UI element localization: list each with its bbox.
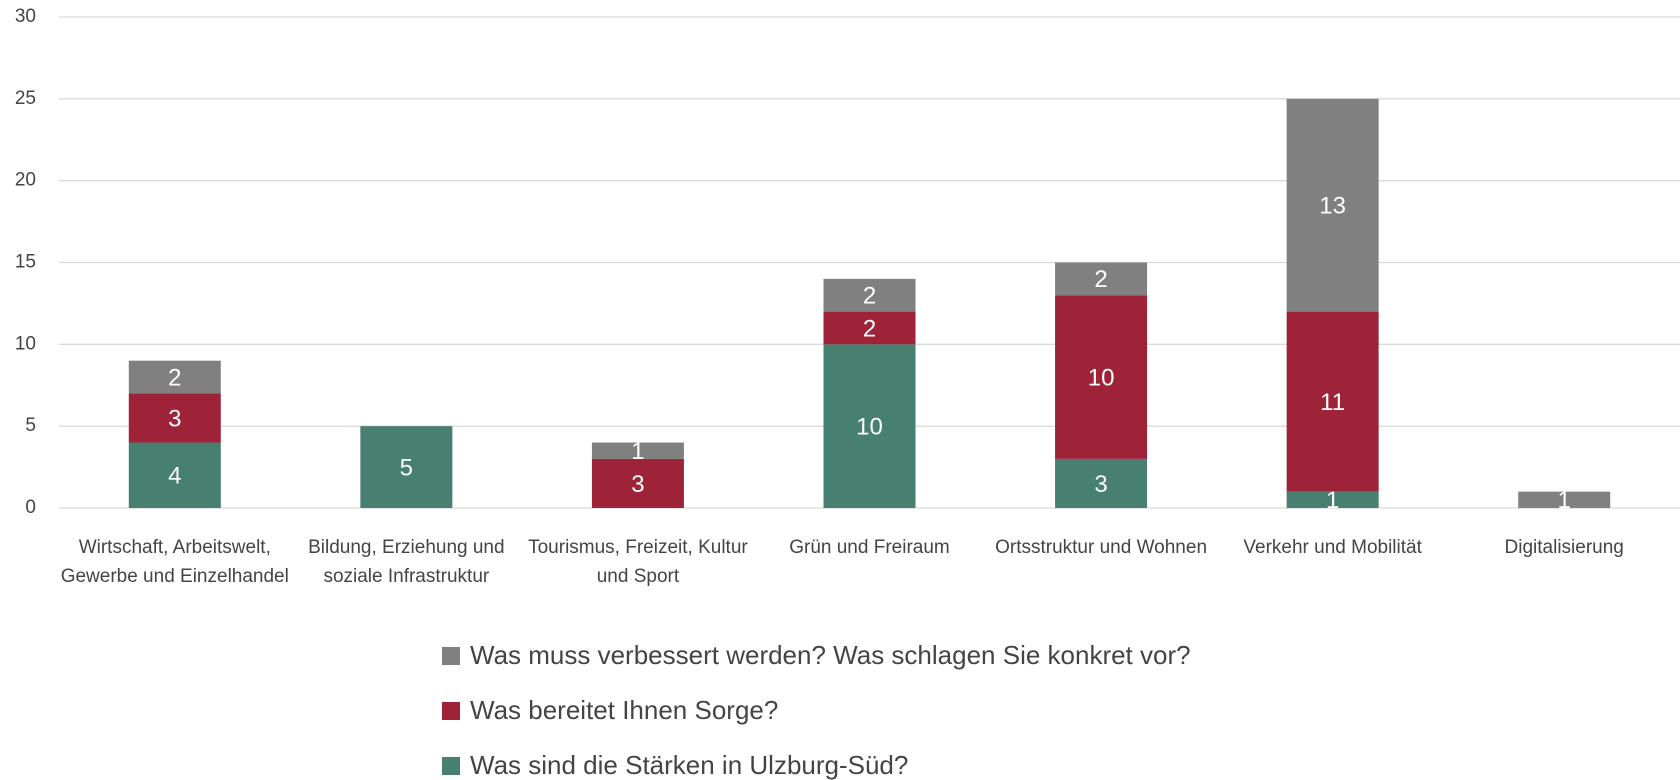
data-label: 1 [631,438,644,465]
data-label: 11 [1320,389,1345,416]
x-tick-label: Grün und Freiraum [789,537,950,558]
bar-segment [360,426,453,508]
legend-swatch [442,647,460,665]
data-label: 1 [1558,487,1571,514]
legend-label: Was muss verbessert werden? Was schlagen… [470,640,1191,670]
bar-segment [1055,295,1148,459]
y-tick-label: 25 [15,88,36,109]
bar-segment [128,360,221,394]
bar-segment [1286,491,1379,508]
y-tick-label: 20 [15,170,36,191]
bar-segment [128,393,221,443]
x-tick-label: Verkehr und Mobilität [1243,537,1422,558]
bar-segment [1055,262,1148,296]
y-tick-label: 10 [15,333,36,354]
data-label: 1 [1326,487,1339,514]
bar-segment [823,311,916,345]
bar-segment [1286,98,1379,312]
bar-segment [1055,458,1148,508]
data-label: 2 [168,364,181,391]
bar-segment [128,442,221,508]
x-tick-label: Bildung, Erziehung und soziale Infrastru… [308,537,505,587]
data-label: 10 [856,414,883,441]
bar-segment [1518,491,1611,508]
x-tick-label: Digitalisierung [1504,537,1624,558]
y-tick-label: 0 [25,497,36,518]
data-label: 3 [1094,471,1107,498]
y-tick-label: 30 [15,6,36,27]
y-tick-label: 5 [25,415,36,436]
bar-segment [591,458,684,508]
data-label: 2 [863,283,876,310]
legend-label: Was sind die Stärken in Ulzburg-Süd? [470,750,908,780]
bar-segment [591,442,684,459]
bar-segment [1286,311,1379,492]
legend-label: Was bereitet Ihnen Sorge? [470,695,778,725]
y-tick-label: 15 [15,252,36,273]
data-label: 2 [1094,266,1107,293]
x-tick-label: Tourismus, Freizeit, Kultur und Sport [528,537,748,587]
legend-swatch [442,757,460,775]
data-label: 3 [168,405,181,432]
x-tick-label: Ortsstruktur und Wohnen [995,537,1208,558]
bar-segment [823,278,916,312]
data-label: 13 [1319,193,1346,220]
bar-segment [823,344,916,508]
data-label: 10 [1088,364,1115,391]
data-label: 2 [863,315,876,342]
legend-swatch [442,702,460,720]
data-label: 4 [168,463,181,490]
x-tick-label: Wirtschaft, Arbeitswelt, Gewerbe und Ein… [60,537,289,587]
data-label: 5 [400,454,413,481]
data-label: 3 [631,471,644,498]
